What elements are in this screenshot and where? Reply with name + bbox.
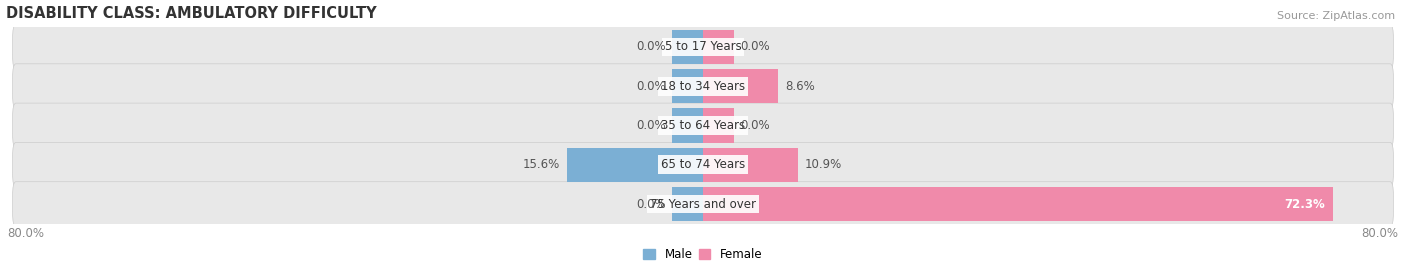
Text: 15.6%: 15.6% [523, 158, 560, 171]
Bar [703, 187, 1333, 221]
Text: Source: ZipAtlas.com: Source: ZipAtlas.com [1277, 11, 1395, 21]
Text: 5 to 17 Years: 5 to 17 Years [665, 40, 741, 54]
Text: 35 to 64 Years: 35 to 64 Years [661, 119, 745, 132]
Bar [703, 69, 778, 103]
Text: 18 to 34 Years: 18 to 34 Years [661, 80, 745, 93]
FancyBboxPatch shape [13, 142, 1393, 187]
Text: 0.0%: 0.0% [636, 80, 665, 93]
Bar [703, 148, 799, 182]
Text: 0.0%: 0.0% [636, 198, 665, 211]
Bar [672, 30, 703, 64]
Text: 72.3%: 72.3% [1284, 198, 1324, 211]
Bar [672, 108, 703, 143]
Text: 0.0%: 0.0% [636, 119, 665, 132]
FancyBboxPatch shape [13, 24, 1393, 69]
FancyBboxPatch shape [13, 182, 1393, 226]
FancyBboxPatch shape [13, 64, 1393, 109]
Legend: Male, Female: Male, Female [644, 248, 762, 261]
Text: 0.0%: 0.0% [741, 40, 770, 54]
Text: 10.9%: 10.9% [806, 158, 842, 171]
Text: DISABILITY CLASS: AMBULATORY DIFFICULTY: DISABILITY CLASS: AMBULATORY DIFFICULTY [6, 6, 377, 20]
Text: 80.0%: 80.0% [7, 227, 45, 240]
Text: 0.0%: 0.0% [741, 119, 770, 132]
Bar [672, 69, 703, 103]
Text: 75 Years and over: 75 Years and over [650, 198, 756, 211]
Text: 0.0%: 0.0% [636, 40, 665, 54]
FancyBboxPatch shape [13, 103, 1393, 148]
Bar [703, 30, 734, 64]
Text: 8.6%: 8.6% [785, 80, 814, 93]
Bar [567, 148, 703, 182]
Text: 65 to 74 Years: 65 to 74 Years [661, 158, 745, 171]
Bar [703, 108, 734, 143]
Text: 80.0%: 80.0% [1361, 227, 1399, 240]
Bar [672, 187, 703, 221]
